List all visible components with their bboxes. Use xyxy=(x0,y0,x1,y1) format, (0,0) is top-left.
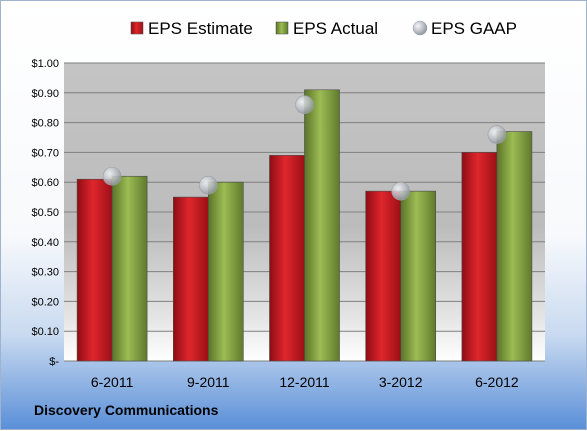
y-tick-label: $0.50 xyxy=(31,207,59,219)
x-category-label: 6-2011 xyxy=(91,374,134,390)
bar-eps-actual xyxy=(111,175,148,362)
legend-swatch xyxy=(130,21,144,35)
y-tick-label: $0.10 xyxy=(31,326,59,338)
legend-swatch xyxy=(275,21,289,35)
y-tick-label: $0.20 xyxy=(31,296,59,308)
bar-eps-actual xyxy=(208,181,244,362)
y-tick-label: $- xyxy=(49,356,59,368)
bar-eps-estimate xyxy=(461,152,498,362)
bar-eps-actual xyxy=(496,131,533,362)
y-tick-label: $0.60 xyxy=(31,177,59,189)
marker-eps-gaap xyxy=(295,95,314,115)
marker-eps-gaap xyxy=(487,125,507,144)
y-tick-label: $0.90 xyxy=(31,88,59,100)
marker-eps-gaap xyxy=(199,175,218,195)
bar-eps-estimate xyxy=(269,155,305,362)
x-axis-labels: 6-2011 9-2011 12-2011 3-2012 6-2012 xyxy=(91,374,519,390)
legend-label: EPS Actual xyxy=(293,19,378,38)
y-tick-label: $0.80 xyxy=(31,118,59,130)
y-tick-label: $1.00 xyxy=(31,58,59,70)
marker-eps-gaap xyxy=(391,181,411,201)
y-tick-label: $0.70 xyxy=(31,147,59,159)
x-category-label: 6-2012 xyxy=(475,374,519,390)
gaap-markers xyxy=(102,95,507,201)
y-tick-label: $0.30 xyxy=(31,267,59,279)
bar-eps-estimate xyxy=(76,178,113,362)
legend-label: EPS GAAP xyxy=(431,19,517,38)
bar-eps-actual xyxy=(304,89,340,362)
bar-eps-actual xyxy=(400,190,437,362)
x-category-label: 3-2012 xyxy=(379,374,423,390)
y-axis-ticks: $- $0.10 $0.20 $0.30 $0.40 $0.50 $0.60 $0.70 $0.… xyxy=(31,58,59,368)
legend: EPS Estimate EPS Actual EPS GAAP xyxy=(130,19,517,38)
y-tick-label: $0.40 xyxy=(31,237,59,249)
company-name: Discovery Communications xyxy=(34,402,219,418)
bars xyxy=(76,89,533,362)
bar-eps-estimate xyxy=(173,196,209,362)
x-category-label: 12-2011 xyxy=(279,374,330,390)
x-category-label: 9-2011 xyxy=(187,374,230,390)
marker-eps-gaap xyxy=(102,166,122,186)
legend-swatch xyxy=(412,20,428,36)
bar-eps-estimate xyxy=(365,190,402,362)
legend-label: EPS Estimate xyxy=(148,19,253,38)
